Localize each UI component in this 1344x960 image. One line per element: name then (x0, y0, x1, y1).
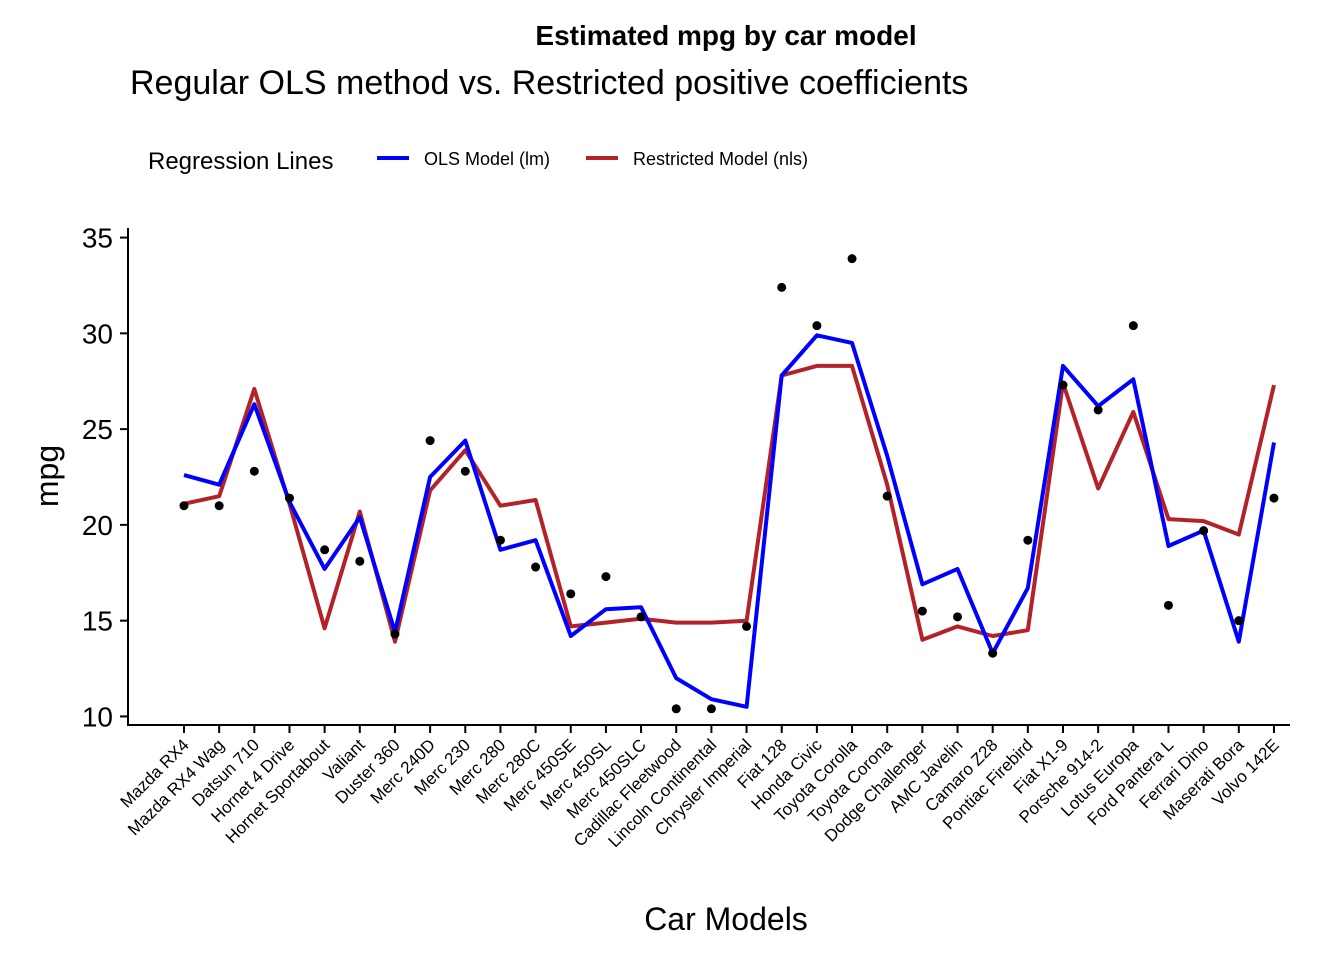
legend-label-restricted: Restricted Model (nls) (633, 149, 808, 169)
data-point (917, 606, 927, 616)
data-point (1058, 380, 1068, 390)
data-point (531, 562, 541, 572)
regression-lines (183, 333, 1276, 709)
y-tick-label: 25 (82, 414, 113, 445)
data-point (812, 321, 822, 331)
data-point (1269, 493, 1279, 503)
data-point (777, 282, 787, 292)
data-point (742, 621, 752, 631)
data-point (1163, 600, 1173, 610)
data-point (882, 491, 892, 501)
ols-line (183, 333, 1276, 709)
chart-title: Estimated mpg by car model (535, 20, 916, 51)
data-point (566, 589, 576, 599)
data-point (249, 466, 259, 476)
data-point (460, 466, 470, 476)
y-axis-ticks: 10 15 20 25 30 35 (82, 223, 128, 732)
data-point (355, 556, 365, 566)
restricted-line (183, 363, 1276, 644)
data-point (179, 501, 189, 511)
data-point (1234, 616, 1244, 626)
data-point (214, 501, 224, 511)
data-point (320, 545, 330, 555)
y-tick-label: 35 (82, 223, 113, 254)
data-point (601, 572, 611, 582)
data-point (636, 612, 646, 622)
observed-points (179, 254, 1279, 714)
legend-title: Regression Lines (148, 148, 333, 175)
y-tick-label: 30 (82, 318, 113, 349)
data-point (988, 648, 998, 658)
y-axis-label: mpg (29, 445, 65, 507)
legend-label-ols: OLS Model (lm) (424, 149, 550, 169)
chart-subtitle: Regular OLS method vs. Restricted positi… (130, 64, 968, 102)
data-point (1093, 405, 1103, 415)
data-point (1199, 526, 1209, 536)
data-point (495, 535, 505, 545)
data-point (1128, 321, 1138, 331)
data-point (390, 629, 400, 639)
y-tick-label: 10 (82, 701, 113, 732)
data-point (284, 493, 294, 503)
x-axis-label: Car Models (644, 901, 808, 937)
y-tick-label: 20 (82, 510, 113, 541)
y-tick-label: 15 (82, 606, 113, 637)
data-point (847, 254, 857, 264)
data-point (671, 704, 681, 714)
data-point (953, 612, 963, 622)
legend: Regression Lines OLS Model (lm) Restrict… (148, 148, 808, 175)
data-point (1023, 535, 1033, 545)
data-point (706, 704, 716, 714)
data-point (425, 436, 435, 446)
